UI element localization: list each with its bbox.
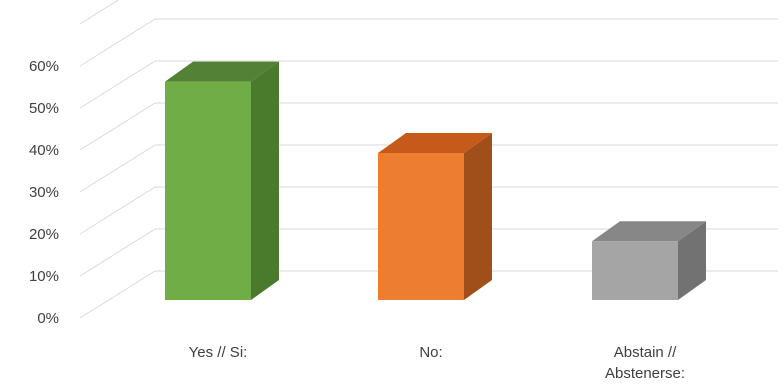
- y-tick-label: 60%: [29, 58, 59, 75]
- bar-front: [592, 241, 678, 300]
- gridline: [79, 0, 120, 25]
- x-axis-categories: Yes // Si: No: Abstain //Abstenerse:: [189, 344, 685, 382]
- bar-front: [165, 81, 251, 300]
- bar-front: [378, 153, 464, 300]
- y-tick-label: 40%: [29, 142, 59, 159]
- gridline: [79, 144, 778, 193]
- bar: [378, 133, 492, 300]
- x-category-label: Yes // Si:: [189, 344, 248, 361]
- gridlines: [79, 0, 778, 319]
- gridline: [79, 18, 778, 67]
- bar-side: [464, 133, 492, 300]
- bar-top: [378, 133, 492, 153]
- gridline: [79, 270, 778, 319]
- bar: [592, 221, 706, 300]
- x-category-label: No:: [419, 344, 442, 361]
- y-axis-ticks: 0% 10% 20% 30% 40% 50% 60%: [29, 58, 59, 327]
- y-tick-label: 50%: [29, 100, 59, 117]
- bar-top: [592, 221, 706, 242]
- y-tick-label: 10%: [29, 268, 59, 285]
- y-tick-label: 30%: [29, 184, 59, 201]
- bar-side: [251, 61, 279, 300]
- bars: [165, 61, 706, 300]
- bar: [165, 61, 279, 300]
- gridline: [79, 186, 778, 235]
- x-category-label: Abstain //Abstenerse:: [605, 344, 685, 382]
- y-tick-label: 0%: [37, 310, 59, 327]
- y-tick-label: 20%: [29, 226, 59, 243]
- bar-side: [678, 221, 706, 300]
- gridline: [79, 60, 778, 109]
- gridline: [79, 102, 778, 151]
- gridline: [79, 228, 778, 277]
- bar-top: [165, 61, 279, 82]
